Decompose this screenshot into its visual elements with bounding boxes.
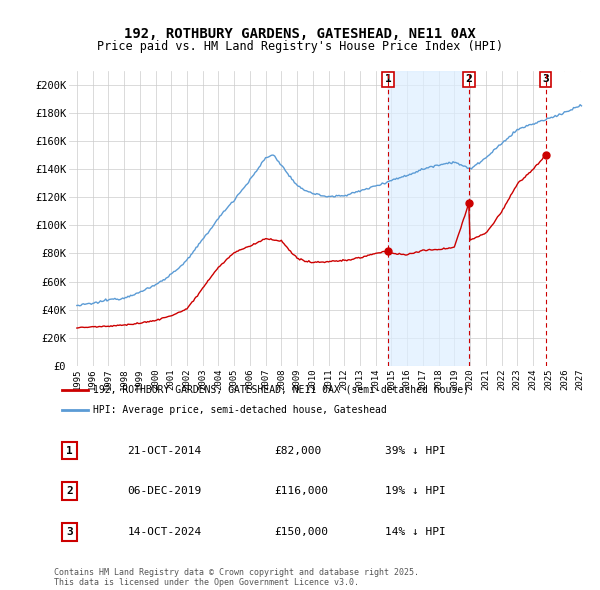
Text: 21-OCT-2014: 21-OCT-2014	[128, 445, 202, 455]
Text: 1: 1	[385, 74, 392, 84]
Bar	[388, 71, 469, 366]
Text: Contains HM Land Registry data © Crown copyright and database right 2025.
This d: Contains HM Land Registry data © Crown c…	[54, 568, 419, 587]
Text: 192, ROTHBURY GARDENS, GATESHEAD, NE11 0AX: 192, ROTHBURY GARDENS, GATESHEAD, NE11 0…	[124, 27, 476, 41]
Bar	[545, 71, 588, 366]
Text: 3: 3	[67, 527, 73, 537]
Text: 3: 3	[542, 74, 549, 84]
Text: £82,000: £82,000	[275, 445, 322, 455]
Text: 14% ↓ HPI: 14% ↓ HPI	[385, 527, 445, 537]
Text: 2: 2	[67, 486, 73, 496]
Text: 39% ↓ HPI: 39% ↓ HPI	[385, 445, 445, 455]
Text: 06-DEC-2019: 06-DEC-2019	[128, 486, 202, 496]
Text: 2: 2	[466, 74, 472, 84]
Text: £116,000: £116,000	[275, 486, 329, 496]
Text: 14-OCT-2024: 14-OCT-2024	[128, 527, 202, 537]
Text: HPI: Average price, semi-detached house, Gateshead: HPI: Average price, semi-detached house,…	[94, 405, 387, 415]
Text: Price paid vs. HM Land Registry's House Price Index (HPI): Price paid vs. HM Land Registry's House …	[97, 40, 503, 53]
Text: 1: 1	[67, 445, 73, 455]
Text: £150,000: £150,000	[275, 527, 329, 537]
Text: 192, ROTHBURY GARDENS, GATESHEAD, NE11 0AX (semi-detached house): 192, ROTHBURY GARDENS, GATESHEAD, NE11 0…	[94, 385, 469, 395]
Text: 19% ↓ HPI: 19% ↓ HPI	[385, 486, 445, 496]
